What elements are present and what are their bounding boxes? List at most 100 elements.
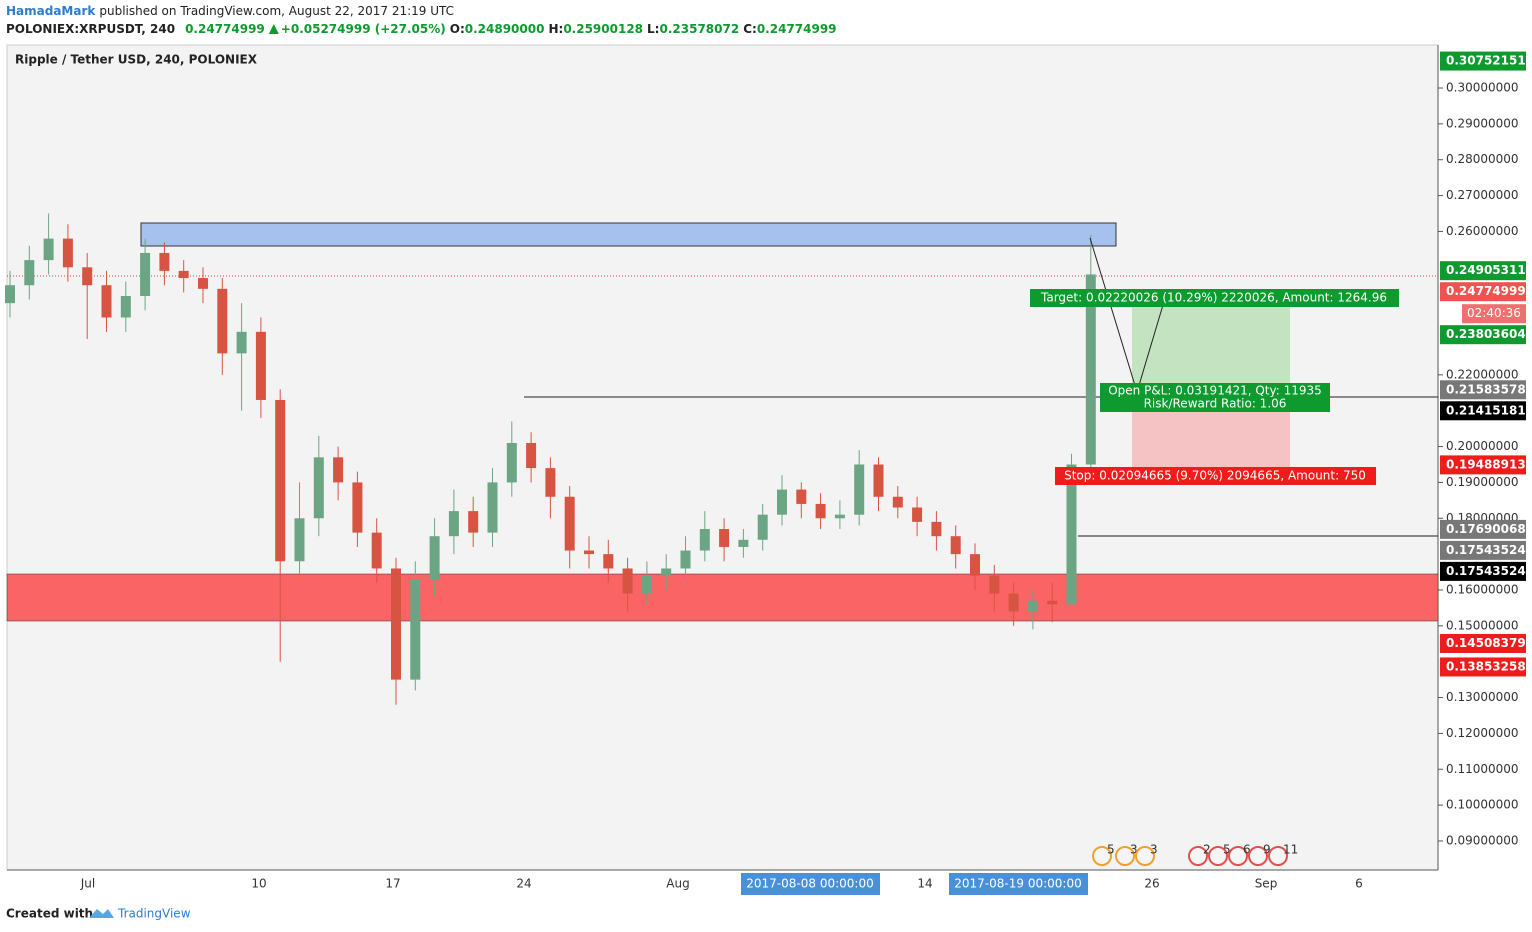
countdown-badge <box>1462 304 1526 324</box>
y-tick-label: 0.20000000 <box>1446 439 1519 453</box>
price-badge-label: 0.17543524 <box>1446 564 1526 578</box>
event-icon <box>1268 846 1288 866</box>
target-label-bg <box>1030 289 1399 307</box>
price-badge-label: 0.24905311 <box>1446 263 1526 277</box>
candle-body <box>506 442 517 483</box>
quote-label: C: <box>743 22 757 36</box>
candle-body <box>217 288 228 354</box>
candle-body <box>641 575 652 594</box>
crosshair-label: 2017-08-19 00:00:00 <box>954 877 1081 891</box>
price-badge-label: 0.21415181 <box>1446 403 1526 417</box>
price-badge <box>1440 540 1526 560</box>
candle-body <box>854 464 865 515</box>
candle-body <box>236 331 247 354</box>
candle-body <box>970 554 980 576</box>
price-badge-label: 0.30752151 <box>1446 54 1526 68</box>
candle-body <box>603 554 614 569</box>
quote-value: 0.23578072 <box>659 22 739 36</box>
event-count: 3 <box>1150 843 1158 857</box>
event-count: 6 <box>1243 843 1251 857</box>
candle-body <box>82 267 93 286</box>
footer-created: Created with <box>6 907 93 921</box>
candle-body <box>584 550 594 555</box>
candle-body <box>1066 464 1077 605</box>
candle-body <box>699 529 710 551</box>
price-badge <box>1440 561 1526 581</box>
crosshair-bg <box>741 873 880 895</box>
x-label: Jul <box>80 877 95 891</box>
candle-body <box>834 514 845 519</box>
price-badge <box>1440 282 1526 302</box>
author[interactable]: HamadaMark <box>6 4 96 18</box>
candle-body <box>120 295 131 318</box>
price-badge-label: 0.24774999 <box>1446 284 1526 298</box>
candle-body <box>622 568 633 594</box>
price-badge-label: 0.17690068 <box>1446 522 1526 536</box>
candle-body <box>275 399 286 562</box>
candle-body <box>352 482 363 533</box>
target-zone[interactable] <box>1132 298 1290 397</box>
candle-body <box>1027 600 1038 612</box>
price-badge <box>1440 51 1526 71</box>
candle-body <box>255 331 266 400</box>
candle-body <box>757 514 768 540</box>
candle-body <box>1047 600 1058 605</box>
events[interactable]: 5 3 3 2 5 6 9 11 <box>1092 843 1298 866</box>
countdown: 02:40:36 <box>1467 306 1521 320</box>
candle-body <box>661 568 672 576</box>
price-badge-label: 0.17543524 <box>1446 543 1526 557</box>
candle-body <box>719 529 730 547</box>
target-label: Target: 0.02220026 (10.29%) 2220026, Amo… <box>1040 291 1387 305</box>
event-count: 3 <box>1130 843 1138 857</box>
x-label: 10 <box>251 877 266 891</box>
x-label: 6 <box>1355 877 1363 891</box>
pnl-label-bg <box>1100 383 1330 412</box>
quote-value: 0.24890000 <box>465 22 545 36</box>
candle-body <box>140 252 151 296</box>
event-icon <box>1115 846 1135 866</box>
event-icon <box>1248 846 1268 866</box>
price-badge-label: 0.14508379 <box>1446 636 1526 650</box>
event-count: 9 <box>1263 843 1271 857</box>
y-tick-label: 0.13000000 <box>1446 690 1519 704</box>
event-count: 11 <box>1283 843 1298 857</box>
y-tick-label: 0.10000000 <box>1446 798 1519 812</box>
candle-body <box>796 489 807 504</box>
y-tick-label: 0.29000000 <box>1446 116 1519 130</box>
candle-body <box>391 568 401 680</box>
candle-body <box>410 579 421 680</box>
x-label: 26 <box>1144 877 1159 891</box>
candle-body <box>1008 593 1019 612</box>
price-badge <box>1440 519 1526 539</box>
price-badge-label: 0.19488913 <box>1446 457 1526 471</box>
event-icon <box>1135 846 1155 866</box>
candle-body <box>468 511 479 533</box>
y-tick-label: 0.26000000 <box>1446 224 1519 238</box>
rr-label: Risk/Reward Ratio: 1.06 <box>1144 397 1287 411</box>
candle-body <box>429 536 440 580</box>
symbol: POLONIEX:XRPUSDT, 240 <box>6 22 175 36</box>
candle-body <box>178 270 189 279</box>
candle-body <box>564 496 575 551</box>
event-count: 2 <box>1203 843 1211 857</box>
price-badge <box>1440 633 1526 653</box>
candle-body <box>892 496 903 508</box>
y-tick-label: 0.28000000 <box>1446 152 1519 166</box>
event-icon <box>1188 846 1208 866</box>
candle-body <box>487 482 498 533</box>
chart-title: Ripple / Tether USD, 240, POLONIEX <box>15 53 258 67</box>
resistance-zone[interactable] <box>140 222 1117 247</box>
candle-body <box>815 503 826 519</box>
y-tick-label: 0.22000000 <box>1446 367 1519 381</box>
quote-label: O: <box>450 22 465 36</box>
event-icon <box>1092 846 1112 866</box>
change: +0.05274999 (+27.05%) <box>281 22 446 36</box>
support-zone[interactable] <box>6 573 1439 622</box>
candle-body <box>313 457 324 519</box>
quote-value: 0.25900128 <box>563 22 643 36</box>
stop-label: Stop: 0.02094665 (9.70%) 2094665, Amount… <box>1064 469 1366 483</box>
stop-label-bg <box>1055 467 1376 485</box>
footer-brand[interactable]: TradingView <box>117 907 191 921</box>
price-badge <box>1440 325 1526 345</box>
